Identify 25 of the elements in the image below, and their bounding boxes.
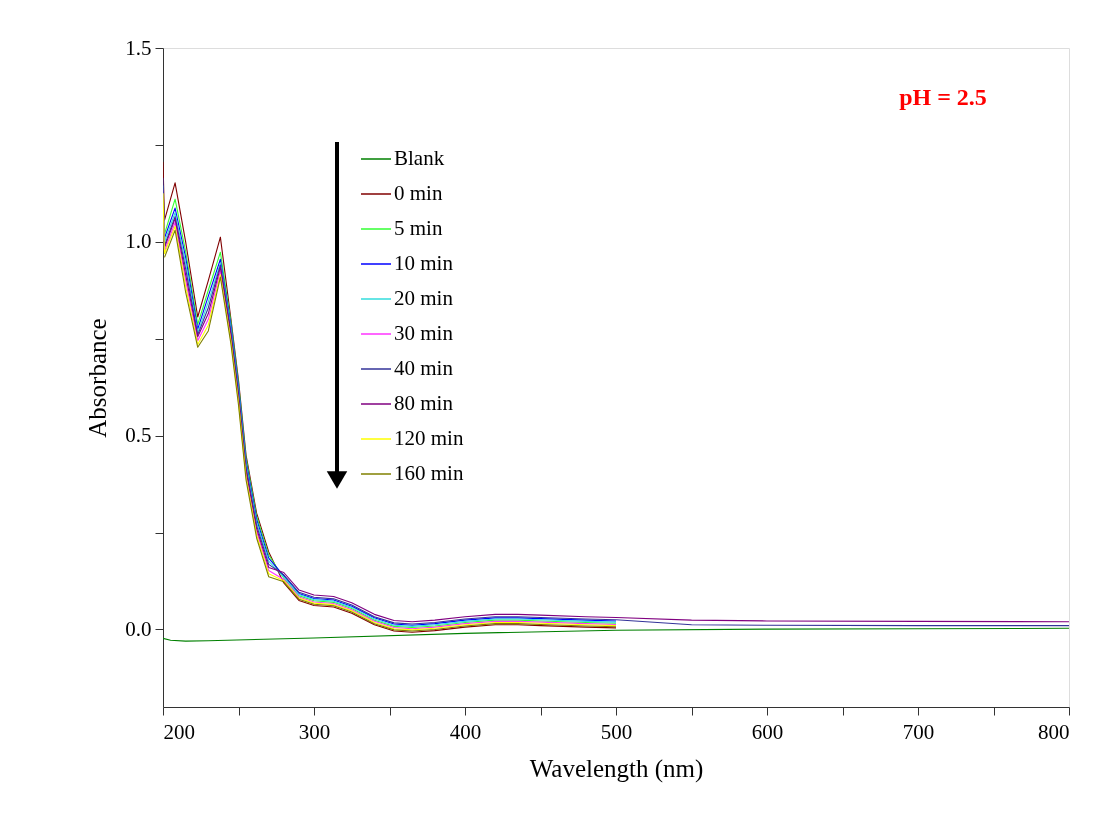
x-tick-label: 200: [163, 719, 195, 744]
legend-label: 160 min: [394, 461, 464, 485]
x-tick-label: 400: [449, 719, 482, 744]
legend-label: 40 min: [394, 356, 454, 380]
y-tick-label: 1.5: [125, 35, 152, 60]
x-tick-label: 600: [751, 719, 784, 744]
legend-label: 30 min: [394, 321, 454, 345]
y-tick-label: 0.0: [125, 616, 152, 641]
x-axis-title: Wavelength (nm): [529, 754, 704, 783]
legend-label: 0 min: [394, 181, 443, 205]
legend-label: 120 min: [394, 426, 464, 450]
legend-label: Blank: [394, 146, 445, 170]
legend-label: 20 min: [394, 286, 454, 310]
x-tick-label: 700: [902, 719, 935, 744]
y-axis-title: Absorbance: [84, 318, 112, 438]
y-tick-label: 1.0: [125, 229, 152, 254]
y-tick-label: 0.5: [125, 423, 152, 448]
x-tick-label: 500: [600, 719, 633, 744]
legend-label: 10 min: [394, 251, 454, 275]
legend-label: 80 min: [394, 391, 454, 415]
annotation: pH = 2.5: [899, 84, 987, 110]
line-series: [163, 627, 1069, 642]
x-tick-label: 300: [298, 719, 331, 744]
x-tick-label: 800: [1038, 719, 1070, 744]
legend-label: 5 min: [394, 216, 443, 240]
